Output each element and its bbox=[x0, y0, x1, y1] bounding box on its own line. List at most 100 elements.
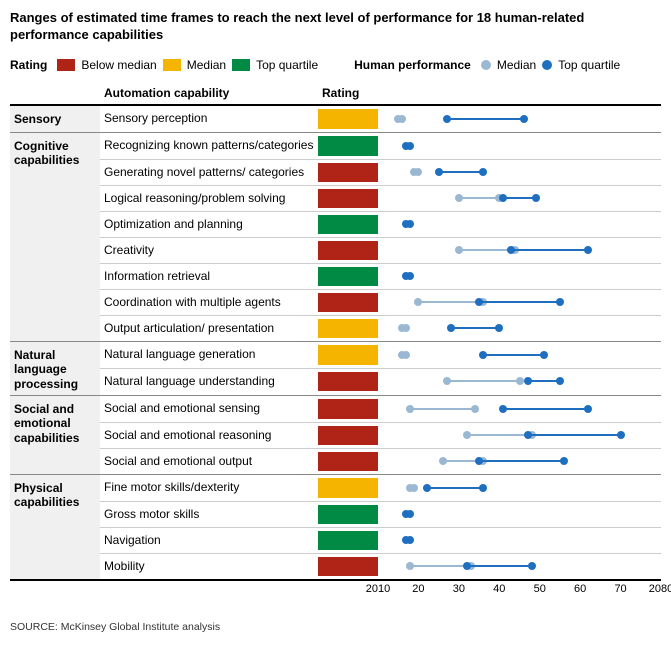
category-label: Sensory bbox=[10, 106, 100, 132]
median-range-line bbox=[410, 408, 475, 410]
top-range-dot bbox=[540, 351, 548, 359]
top-range-dot bbox=[532, 194, 540, 202]
range-chart-cell bbox=[378, 342, 661, 368]
median-range-dot bbox=[402, 324, 410, 332]
top-range-line bbox=[511, 249, 588, 251]
source-text: SOURCE: McKinsey Global Institute analys… bbox=[10, 621, 661, 633]
top-range-line bbox=[467, 565, 532, 567]
header-rating: Rating bbox=[318, 82, 378, 104]
top-range-line bbox=[483, 354, 544, 356]
table-row: Output articulation/ presentation bbox=[100, 315, 661, 341]
table-row: Creativity bbox=[100, 237, 661, 263]
top-range-dot bbox=[479, 351, 487, 359]
category-label: Social and emotional capabilities bbox=[10, 396, 100, 474]
table-row: Social and emotional output bbox=[100, 448, 661, 474]
median-range-dot bbox=[406, 562, 414, 570]
rating-cell bbox=[318, 263, 378, 289]
top-range-dot bbox=[406, 536, 414, 544]
range-chart-cell bbox=[378, 396, 661, 422]
legend-hp-median: Median bbox=[497, 58, 536, 72]
legend-top-quartile: Top quartile bbox=[256, 58, 318, 72]
x-tick-label: 70 bbox=[614, 583, 626, 595]
dot-hp-top bbox=[542, 60, 552, 70]
range-chart-cell bbox=[378, 185, 661, 211]
top-range-dot bbox=[463, 562, 471, 570]
top-range-dot bbox=[560, 457, 568, 465]
swatch-median bbox=[163, 59, 181, 71]
median-range-dot bbox=[414, 298, 422, 306]
median-range-dot bbox=[443, 377, 451, 385]
range-chart-cell bbox=[378, 289, 661, 315]
legend-median: Median bbox=[187, 58, 226, 72]
rating-cell bbox=[318, 133, 378, 159]
top-range-line bbox=[479, 460, 564, 462]
table-row: Information retrieval bbox=[100, 263, 661, 289]
table-row: Sensory perception bbox=[100, 106, 661, 132]
median-range-dot bbox=[455, 246, 463, 254]
capability-label: Optimization and planning bbox=[100, 211, 318, 237]
rating-cell bbox=[318, 501, 378, 527]
category-label: Cognitive capabilities bbox=[10, 133, 100, 341]
x-axis: 20102030405060702080 bbox=[10, 579, 661, 601]
capability-label: Information retrieval bbox=[100, 263, 318, 289]
median-range-dot bbox=[455, 194, 463, 202]
top-range-dot bbox=[423, 484, 431, 492]
capability-label: Coordination with multiple agents bbox=[100, 289, 318, 315]
range-chart-cell bbox=[378, 368, 661, 394]
legend-rating-label: Rating bbox=[10, 58, 47, 72]
legend-humanperf-label: Human performance bbox=[354, 58, 471, 72]
category-group: Physical capabilitiesFine motor skills/d… bbox=[10, 474, 661, 579]
capability-label: Logical reasoning/problem solving bbox=[100, 185, 318, 211]
top-range-line bbox=[451, 327, 500, 329]
capability-label: Sensory perception bbox=[100, 106, 318, 132]
median-range-dot bbox=[463, 431, 471, 439]
median-range-dot bbox=[410, 484, 418, 492]
range-chart-cell bbox=[378, 475, 661, 501]
capability-label: Navigation bbox=[100, 527, 318, 553]
median-range-line bbox=[459, 197, 499, 199]
range-chart-cell bbox=[378, 106, 661, 132]
rating-cell bbox=[318, 185, 378, 211]
median-range-dot bbox=[516, 377, 524, 385]
median-range-dot bbox=[398, 115, 406, 123]
top-range-dot bbox=[447, 324, 455, 332]
rating-cell bbox=[318, 527, 378, 553]
x-tick-label: 60 bbox=[574, 583, 586, 595]
top-range-dot bbox=[499, 194, 507, 202]
median-range-line bbox=[467, 434, 532, 436]
top-range-dot bbox=[524, 431, 532, 439]
top-range-dot bbox=[406, 142, 414, 150]
x-tick-label: 30 bbox=[453, 583, 465, 595]
range-chart-cell bbox=[378, 159, 661, 185]
top-range-line bbox=[503, 408, 588, 410]
rating-cell bbox=[318, 342, 378, 368]
swatch-top-quartile bbox=[232, 59, 250, 71]
top-range-dot bbox=[507, 246, 515, 254]
legend: Rating Below median Median Top quartile … bbox=[10, 58, 661, 72]
table-row: Coordination with multiple agents bbox=[100, 289, 661, 315]
median-range-dot bbox=[402, 351, 410, 359]
category-group: SensorySensory perception bbox=[10, 106, 661, 132]
median-range-line bbox=[410, 565, 471, 567]
category-label: Natural language processing bbox=[10, 342, 100, 395]
table-row: Social and emotional sensing bbox=[100, 396, 661, 422]
dot-hp-median bbox=[481, 60, 491, 70]
table-body: SensorySensory perceptionCognitive capab… bbox=[10, 106, 661, 579]
x-tick-label: 50 bbox=[534, 583, 546, 595]
top-range-dot bbox=[479, 168, 487, 176]
table-row: Natural language generation bbox=[100, 342, 661, 368]
top-range-dot bbox=[584, 405, 592, 413]
range-chart-cell bbox=[378, 133, 661, 159]
range-chart-cell bbox=[378, 448, 661, 474]
range-chart-cell bbox=[378, 237, 661, 263]
capability-label: Social and emotional reasoning bbox=[100, 422, 318, 448]
table-row: Recognizing known patterns/categories bbox=[100, 133, 661, 159]
top-range-dot bbox=[406, 510, 414, 518]
range-chart-cell bbox=[378, 527, 661, 553]
top-range-dot bbox=[520, 115, 528, 123]
top-range-dot bbox=[443, 115, 451, 123]
capability-label: Creativity bbox=[100, 237, 318, 263]
top-range-dot bbox=[495, 324, 503, 332]
capability-label: Social and emotional sensing bbox=[100, 396, 318, 422]
range-chart-cell bbox=[378, 501, 661, 527]
